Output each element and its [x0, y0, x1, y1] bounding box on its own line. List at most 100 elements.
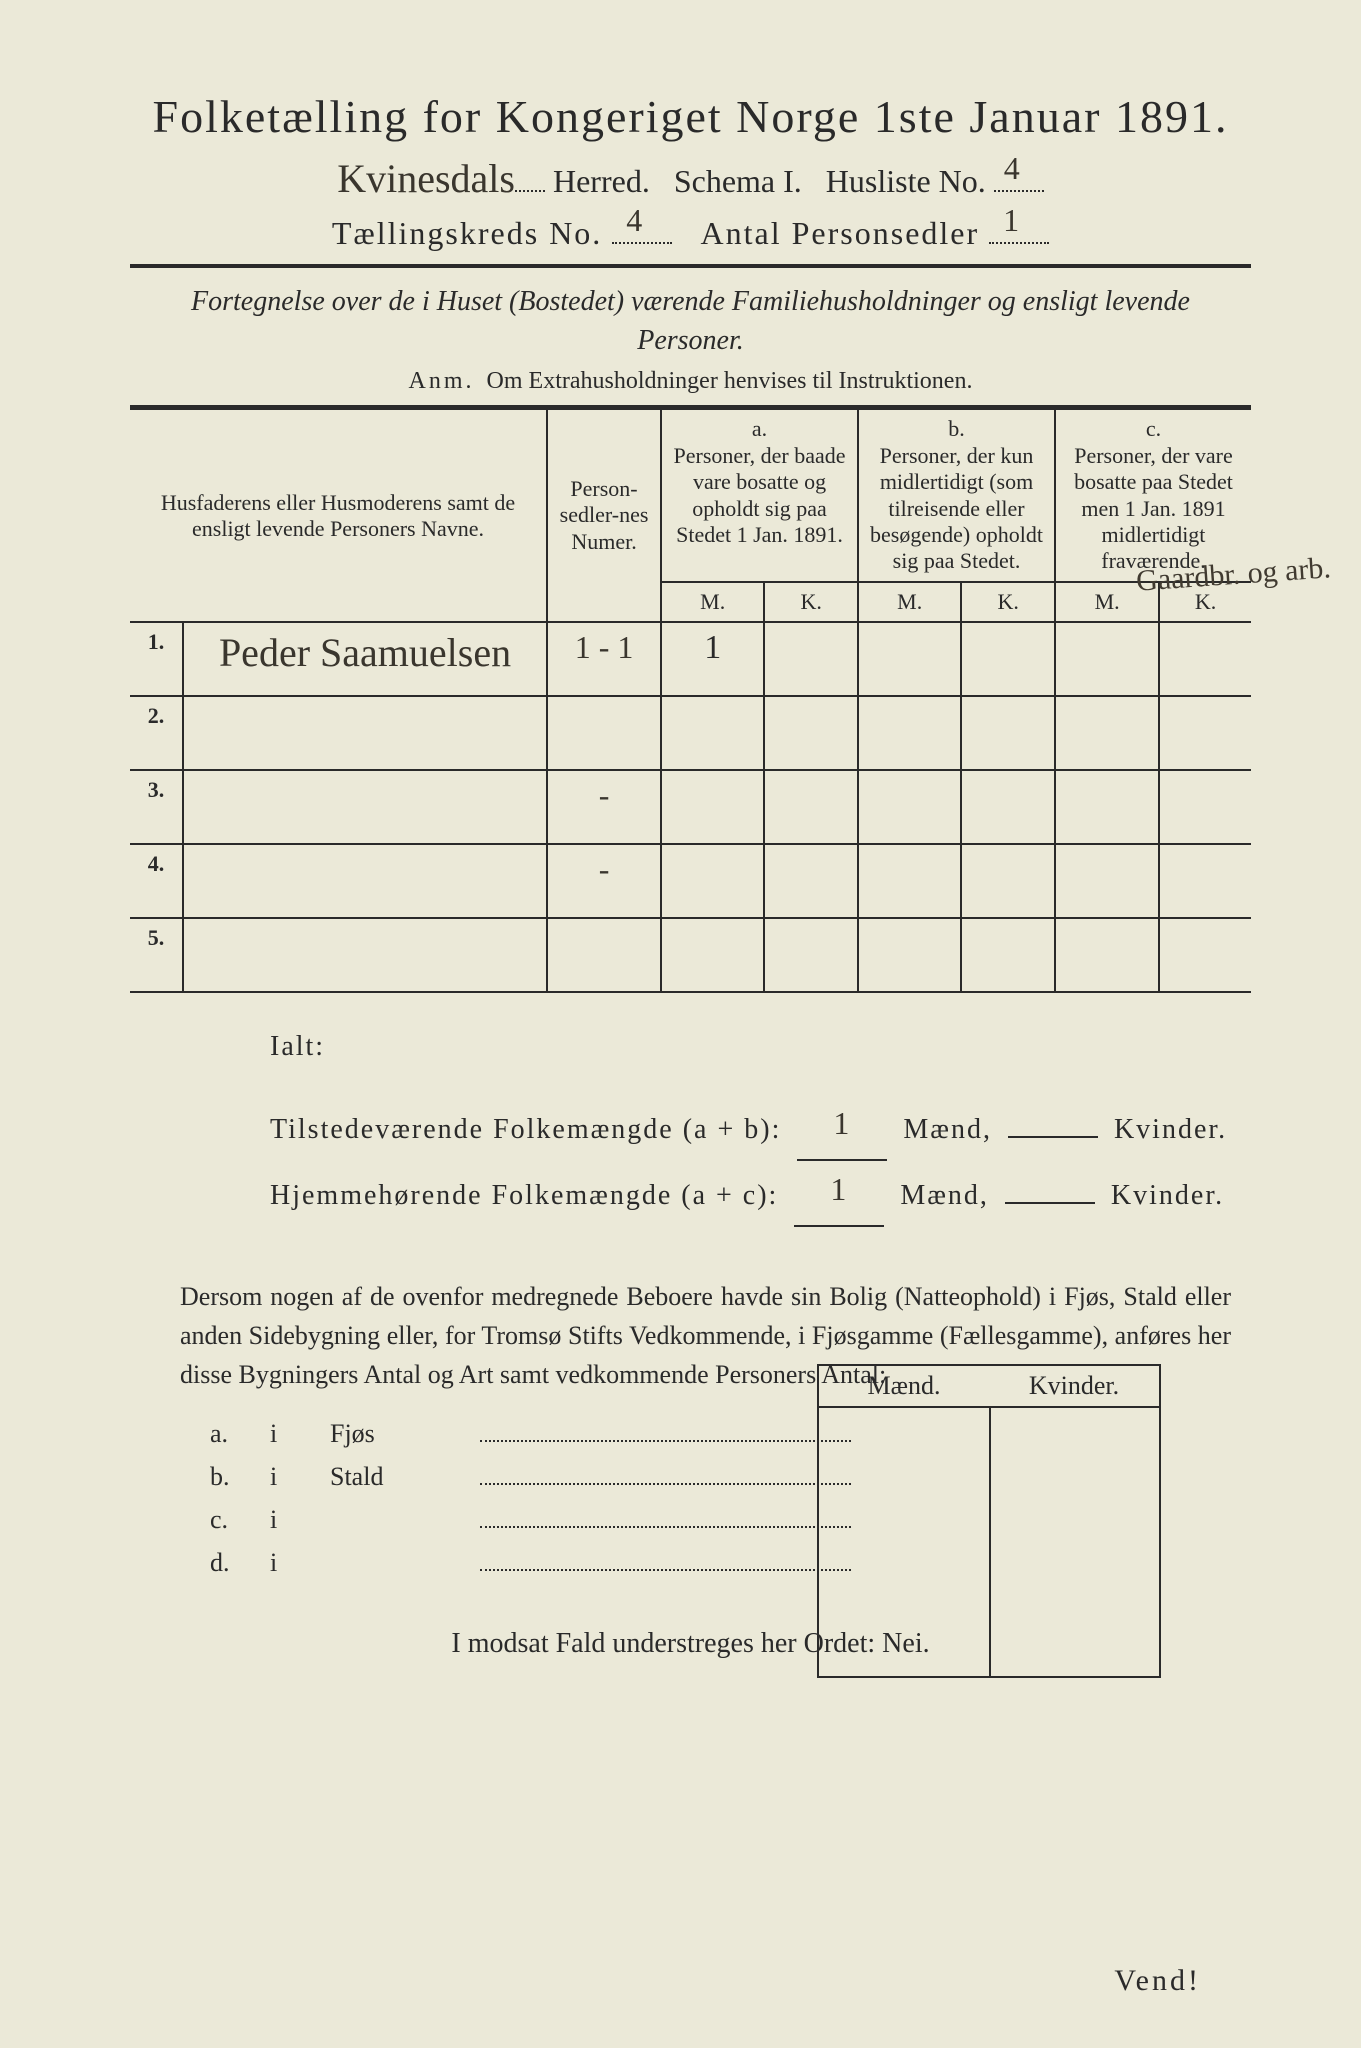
row-numer [547, 696, 661, 770]
anm-line: Anm. Om Extrahusholdninger henvises til … [130, 368, 1251, 395]
totals-line2-m: 1 [830, 1171, 848, 1207]
row-b-m [858, 696, 961, 770]
row-c-m [1055, 622, 1159, 696]
col-numer: Person-sedler-nes Numer. [547, 408, 661, 622]
vend-label: Vend! [1114, 1964, 1201, 1998]
row-numer: 1 - 1 [547, 622, 661, 696]
row-c-m [1055, 918, 1159, 992]
row-a-k [764, 770, 858, 844]
row-numer [547, 918, 661, 992]
row-a-m: 1 [661, 622, 764, 696]
totals-line2-label: Hjemmehørende Folkemængde (a + c): [270, 1168, 778, 1224]
sub-row-dots [480, 1543, 851, 1571]
husliste-label: Husliste No. [826, 163, 986, 199]
divider [130, 264, 1251, 268]
sub-maend: Mænd. [819, 1366, 989, 1406]
row-a-m [661, 918, 764, 992]
totals-kvinder2: Kvinder. [1111, 1168, 1224, 1224]
col-b-label: b. [865, 416, 1048, 442]
census-form-page: Folketælling for Kongeriget Norge 1ste J… [0, 0, 1361, 2048]
col-c: c. Personer, der vare bosatte paa Stedet… [1055, 408, 1251, 582]
row-b-m [858, 844, 961, 918]
row-a-k [764, 622, 858, 696]
row-a-k [764, 918, 858, 992]
col-a-m: M. [661, 582, 764, 622]
row-c-m [1055, 696, 1159, 770]
row-c-k [1159, 770, 1251, 844]
sub-row-a: a. [210, 1419, 270, 1449]
table-row: 1.Peder Saamuelsen1 - 11 [130, 622, 1251, 696]
sub-row-t: Stald [330, 1462, 470, 1492]
table-row: 3.- [130, 770, 1251, 844]
row-num: 2. [130, 696, 183, 770]
husliste-value: 4 [1004, 150, 1020, 187]
col-name: Husfaderens eller Husmoderens samt de en… [130, 408, 547, 622]
col-a: a. Personer, der baade vare bosatte og o… [661, 408, 858, 582]
row-numer: - [547, 770, 661, 844]
row-num: 1. [130, 622, 183, 696]
row-a-m [661, 696, 764, 770]
col-a-label: a. [668, 416, 851, 442]
row-numer: - [547, 844, 661, 918]
anm-text: Om Extrahusholdninger henvises til Instr… [487, 368, 973, 394]
page-title: Folketælling for Kongeriget Norge 1ste J… [130, 90, 1251, 143]
col-b-text: Personer, der kun midlertidigt (som tilr… [865, 443, 1048, 575]
table-row: 2. [130, 696, 1251, 770]
totals-maend2: Mænd, [900, 1168, 989, 1224]
totals-line1-m: 1 [833, 1105, 851, 1141]
sub-row-i: i [270, 1548, 330, 1578]
row-b-k [961, 770, 1055, 844]
row-name [183, 844, 547, 918]
row-b-k [961, 918, 1055, 992]
sub-row-a: d. [210, 1548, 270, 1578]
row-name [183, 696, 547, 770]
col-b-k: K. [961, 582, 1055, 622]
sub-row-dots [480, 1414, 851, 1442]
row-b-k [961, 622, 1055, 696]
antal-value: 1 [1003, 202, 1021, 239]
row-name [183, 918, 547, 992]
row-b-m [858, 770, 961, 844]
kreds-value: 4 [626, 202, 644, 239]
antal-label: Antal Personsedler [701, 215, 980, 251]
col-a-k: K. [764, 582, 858, 622]
sub-row-i: i [270, 1419, 330, 1449]
sub-row-t: Fjøs [330, 1419, 470, 1449]
kreds-label: Tællingskreds No. [332, 215, 602, 251]
totals-line-1: Tilstedeværende Folkemængde (a + b): 1 M… [270, 1095, 1251, 1161]
totals-line1-label: Tilstedeværende Folkemængde (a + b): [270, 1102, 781, 1158]
dwelling-subtable-wrap: Mænd. Kvinder. a.iFjøsb.iStaldc.id.i [130, 1414, 1251, 1578]
row-a-m [661, 770, 764, 844]
row-b-m [858, 918, 961, 992]
col-c-text: Personer, der vare bosatte paa Stedet me… [1062, 443, 1245, 575]
row-c-k [1159, 622, 1251, 696]
sub-kvinder: Kvinder. [989, 1366, 1159, 1406]
sub-row-i: i [270, 1505, 330, 1535]
sub-row-dots [480, 1457, 851, 1485]
sub-row-i: i [270, 1462, 330, 1492]
totals-line-2: Hjemmehørende Folkemængde (a + c): 1 Mæn… [270, 1161, 1251, 1227]
col-c-label: c. [1062, 416, 1245, 442]
row-name: Peder Saamuelsen [183, 622, 547, 696]
totals-block: Ialt: Tilstedeværende Folkemængde (a + b… [270, 1019, 1251, 1227]
row-a-k [764, 696, 858, 770]
row-b-k [961, 696, 1055, 770]
ialt-label: Ialt: [270, 1019, 1251, 1075]
row-c-k [1159, 696, 1251, 770]
anm-label: Anm. [409, 368, 475, 394]
table-row: 4.- [130, 844, 1251, 918]
header-line-1: Kvinesdals Herred. Schema I. Husliste No… [130, 155, 1251, 202]
table-row: 5. [130, 918, 1251, 992]
row-name [183, 770, 547, 844]
row-c-m [1055, 770, 1159, 844]
row-c-k [1159, 918, 1251, 992]
row-b-m [858, 622, 961, 696]
row-num: 5. [130, 918, 183, 992]
row-a-m [661, 844, 764, 918]
col-b-m: M. [858, 582, 961, 622]
col-a-text: Personer, der baade vare bosatte og opho… [668, 443, 851, 549]
intro-text: Fortegnelse over de i Huset (Bostedet) v… [160, 282, 1221, 360]
row-a-k [764, 844, 858, 918]
census-table: Husfaderens eller Husmoderens samt de en… [130, 405, 1251, 992]
herred-value: Kvinesdals [337, 156, 515, 201]
